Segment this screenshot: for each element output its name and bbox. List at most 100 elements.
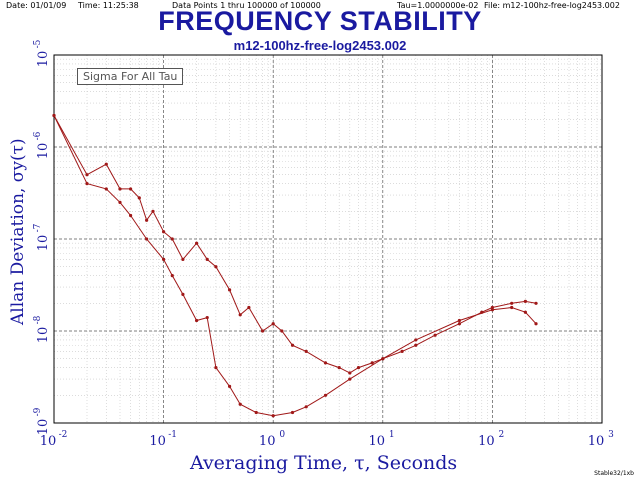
y-tick-label: 10-5 (33, 39, 51, 67)
series-1-point (523, 299, 527, 303)
series-1-point (129, 187, 133, 191)
series-1-point (414, 343, 418, 347)
series-1-point (194, 241, 199, 245)
legend-box: Sigma For All Tau (77, 68, 184, 85)
series-2-point (457, 318, 462, 323)
series-2-point (381, 357, 385, 361)
series-1-point (457, 322, 462, 326)
x-tick-exponent: 1 (389, 430, 395, 440)
series-1-point (181, 257, 185, 262)
x-tick-exponent: -1 (168, 430, 177, 440)
x-tick-exponent: 0 (279, 430, 285, 440)
y-tick-label: 10-6 (33, 131, 51, 159)
series-2-point (129, 213, 133, 218)
x-tick-exponent: 3 (608, 430, 614, 440)
y-tick-label: 10-9 (33, 407, 51, 435)
header-time: Time: 11:25:38 (78, 1, 139, 10)
y-tick-base: 10 (36, 327, 51, 344)
series-1-point (304, 349, 308, 354)
series-2-point (181, 292, 185, 296)
series-1-point (170, 237, 174, 241)
x-axis-label: Averaging Time, τ, Seconds (190, 452, 458, 474)
series-2-point (104, 187, 108, 191)
y-tick-exponent: -6 (33, 131, 43, 140)
series-1-point (162, 230, 166, 234)
x-tick-label: 10 (369, 434, 386, 449)
y-tick-base: 10 (36, 51, 51, 68)
series-2-point (290, 410, 295, 415)
y-tick-exponent: -9 (33, 407, 43, 416)
footer-note: Stable32/1xb (594, 470, 634, 477)
series-2-point (414, 338, 418, 342)
y-tick-base: 10 (36, 419, 51, 436)
series-2-point (271, 414, 275, 418)
series-1-point (534, 301, 538, 305)
y-tick-label: 10-8 (33, 315, 51, 343)
series-1-point (118, 187, 122, 191)
x-tick-label: 10 (40, 434, 57, 449)
series-2-point (238, 402, 242, 406)
series-2-point (534, 322, 538, 326)
series-1-point (510, 301, 514, 305)
series-2-point (304, 405, 308, 409)
series-2-point (162, 257, 166, 262)
series-1-point (400, 349, 404, 354)
series-1-point (433, 333, 437, 337)
series-2-point (523, 310, 527, 314)
series-1-point (227, 288, 232, 292)
series-1-point (348, 371, 352, 375)
series-2-point (490, 308, 494, 312)
series-1-point (247, 305, 251, 310)
header-points: Data Points 1 thru 100000 of 100000 (172, 1, 321, 10)
header-file: File: m12-100hz-free-log2453.002 (484, 1, 620, 10)
series-1-point (137, 196, 141, 200)
series-1-point (145, 218, 149, 222)
series-1-point (370, 361, 374, 365)
plot-frame (53, 54, 603, 424)
series-1-point (356, 366, 361, 370)
y-tick-base: 10 (36, 235, 51, 252)
series-1-line (53, 115, 537, 374)
series-2-point (52, 113, 56, 118)
x-tick-exponent: 2 (499, 430, 505, 440)
x-tick-label: 10 (588, 434, 605, 449)
x-tick-label: 10 (149, 434, 166, 449)
series-1-point (323, 361, 328, 365)
series-1-point (337, 366, 341, 370)
series-2-point (348, 377, 352, 381)
y-tick-exponent: -5 (33, 39, 43, 48)
series-2-point (323, 393, 328, 397)
series-1-point (151, 209, 155, 213)
series-1-point (238, 313, 242, 317)
series-1-point (205, 257, 209, 262)
y-axis-label: Allan Deviation, σy(τ) (8, 138, 28, 326)
y-axis-label-text: Allan Deviation, σy(τ) (8, 138, 28, 326)
y-tick-exponent: -7 (33, 223, 43, 232)
y-tick-base: 10 (36, 143, 51, 160)
series-1-point (290, 343, 295, 347)
series-2-line (53, 115, 537, 417)
series-1-point (490, 305, 494, 310)
chart-title: FREQUENCY STABILITY (158, 6, 482, 36)
series-1-point (104, 162, 108, 166)
series-1-point (214, 265, 218, 269)
series-2-point (205, 315, 209, 320)
series-2-point (214, 366, 218, 370)
x-tick-label: 10 (478, 434, 495, 449)
series-1-point (85, 173, 89, 177)
header-tau: Tau=1.0000000e-02 (397, 1, 479, 10)
series-2-point (85, 182, 89, 186)
series-2-point (170, 274, 174, 278)
chart-subtitle: m12-100hz-free-log2453.002 (233, 38, 407, 53)
x-tick-exponent: -2 (59, 430, 68, 440)
x-tick-label: 10 (259, 434, 276, 449)
series-1-point (260, 329, 265, 333)
series-2-point (145, 237, 149, 241)
series-2-point (194, 318, 199, 323)
series-2-point (510, 305, 514, 310)
series-1-point (280, 329, 284, 333)
header-date: Date: 01/01/09 (6, 1, 67, 10)
series-1-point (271, 322, 275, 326)
series-2-point (227, 384, 232, 388)
